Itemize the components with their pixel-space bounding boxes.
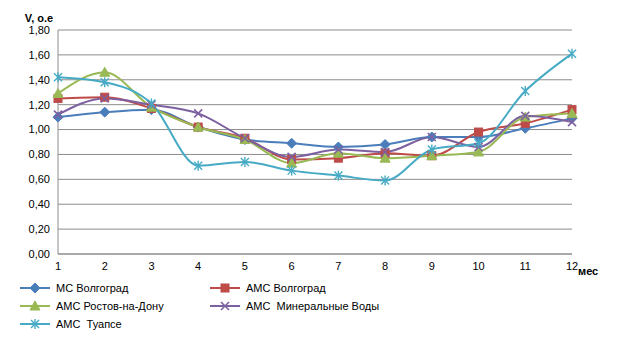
svg-text:8: 8 xyxy=(382,260,388,272)
svg-text:4: 4 xyxy=(195,260,201,272)
svg-text:мес: мес xyxy=(578,265,598,277)
html-text:АМС Туапсе: АМС Туапсе xyxy=(56,318,122,330)
svg-text:9: 9 xyxy=(429,260,435,272)
svg-text:5: 5 xyxy=(242,260,248,272)
svg-text:0,60: 0,60 xyxy=(29,173,50,185)
svg-text:1,40: 1,40 xyxy=(29,74,50,86)
svg-text:1: 1 xyxy=(55,260,61,272)
svg-text:6: 6 xyxy=(289,260,295,272)
html-text:АМС Волгоград: АМС Волгоград xyxy=(246,282,326,294)
svg-text:1,00: 1,00 xyxy=(29,123,50,135)
svg-text:12: 12 xyxy=(566,260,578,272)
svg-text:0,00: 0,00 xyxy=(29,248,50,260)
svg-text:2: 2 xyxy=(102,260,108,272)
svg-text:0,40: 0,40 xyxy=(29,198,50,210)
svg-text:V, о.е: V, о.е xyxy=(25,12,53,24)
svg-text:1,20: 1,20 xyxy=(29,99,50,111)
html-text:АМС Ростов-на-Дону: АМС Ростов-на-Дону xyxy=(56,300,164,312)
svg-text:11: 11 xyxy=(520,260,531,272)
html-text:АМС Минеральные Воды: АМС Минеральные Воды xyxy=(246,300,380,312)
svg-text:10: 10 xyxy=(472,260,484,272)
svg-text:1,80: 1,80 xyxy=(29,24,50,36)
svg-text:3: 3 xyxy=(148,260,154,272)
svg-text:1,60: 1,60 xyxy=(29,49,50,61)
svg-text:7: 7 xyxy=(335,260,341,272)
html-text:МС Волгоград: МС Волгоград xyxy=(56,282,129,294)
svg-text:0,20: 0,20 xyxy=(29,223,50,235)
svg-text:0,80: 0,80 xyxy=(29,148,50,160)
